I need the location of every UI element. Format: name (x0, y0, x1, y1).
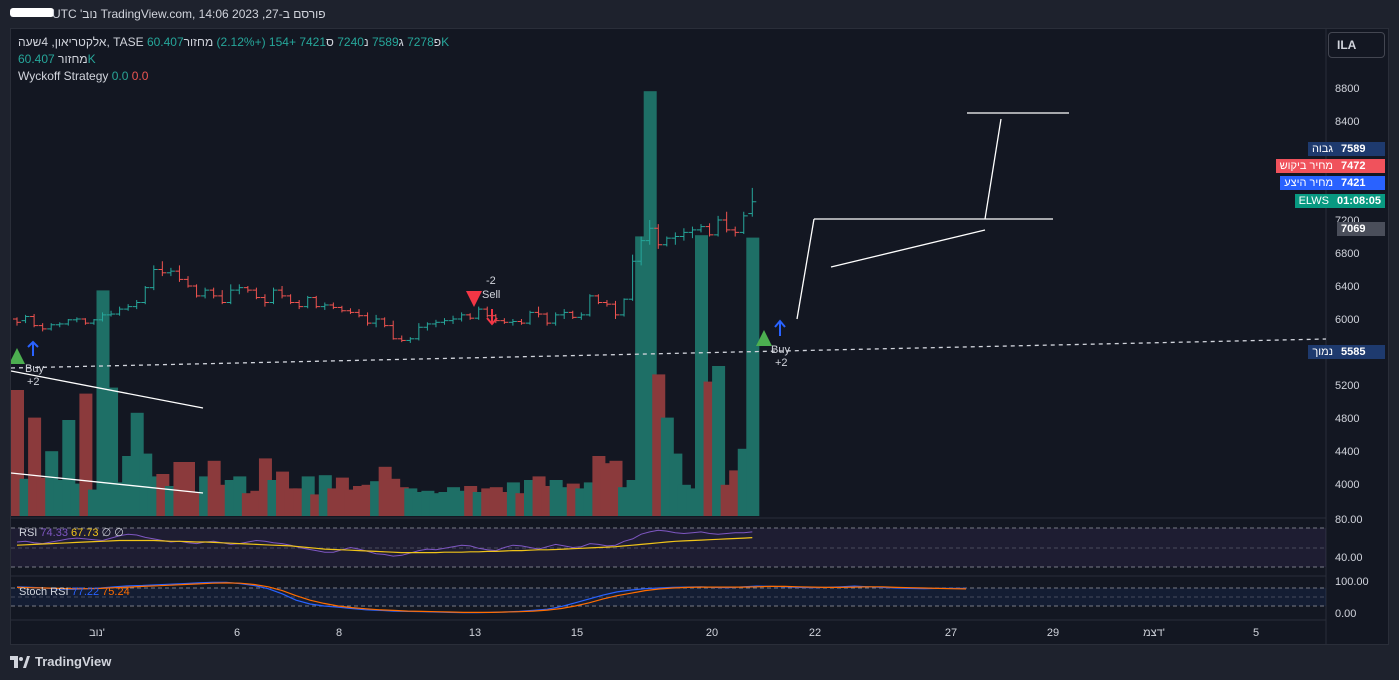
price-label-value: 7421 (1337, 176, 1385, 190)
time-axis-tick: 5 (1253, 627, 1259, 639)
time-axis-tick: 29 (1047, 627, 1059, 639)
rsi-line (16, 529, 753, 557)
high-label: ג (398, 35, 404, 49)
volume-value: 60.407K (18, 52, 96, 66)
buy-signal-2-qty: +2 (775, 357, 788, 369)
breakout-line-2 (984, 118, 1002, 220)
open-label: פ (433, 35, 442, 49)
time-axis-tick: 6 (234, 627, 240, 639)
rsi-axis-80: 80.00 (1335, 514, 1363, 526)
price-label: ELWS 01:08:05 (1294, 194, 1385, 208)
publish-caption: פורסם ב-TradingView.com, 14:06 2023 ,27 … (52, 7, 326, 21)
price-label: מחיר ביקוש 7472 (1275, 159, 1385, 173)
price-label-value: 7589 (1337, 142, 1385, 156)
brand-name: TradingView (35, 654, 112, 669)
change-value: +154 (+2.12%) (216, 35, 296, 49)
price-axis-tick: 4400 (1335, 446, 1359, 458)
buy-arrow-2-icon (774, 319, 786, 336)
price-label-name: מחיר היצע (1280, 176, 1337, 190)
price-label: גבוה 7589 (1307, 142, 1385, 156)
time-axis-tick: 15 (571, 627, 583, 639)
close-label: ס (326, 35, 334, 49)
vol-label: מחזור (183, 35, 214, 49)
rising-support-line (830, 229, 986, 268)
currency-button[interactable]: ILA (1328, 32, 1385, 58)
price-axis-tick: 8800 (1335, 83, 1359, 95)
buy-signal-1-triangle (11, 348, 25, 364)
price-axis-tick: 4800 (1335, 413, 1359, 425)
time-axis-tick: דצמ' (1143, 627, 1165, 639)
stoch-axis-100: 100.00 (1335, 576, 1369, 588)
price-label-value: 7472 (1337, 159, 1385, 173)
buy-arrow-1-icon (27, 340, 39, 356)
price-label-value: 01:08:05 (1332, 194, 1385, 208)
volume-bar (79, 393, 93, 516)
time-axis-tick: 20 (706, 627, 718, 639)
stoch-legend: Stoch RSI 77.22 75.24 (19, 586, 130, 598)
price-axis-tick: 6000 (1335, 314, 1359, 326)
strategy-name[interactable]: Wyckoff Strategy (18, 69, 109, 83)
sell-signal-triangle (466, 291, 482, 307)
chart-panel[interactable]: 8800840072006800640060005600520048004400… (10, 28, 1389, 645)
volume-bar (712, 366, 726, 516)
stoch-band (11, 588, 1326, 606)
strategy-value-1: 0.0 (111, 69, 129, 83)
high-value: 7589 (371, 35, 399, 49)
price-label: נמוך 5585 (1308, 345, 1385, 359)
price-label-value: 7069 (1337, 222, 1385, 236)
price-axis-tick: 5200 (1335, 380, 1359, 392)
symbol-title[interactable]: אלקטריאון, 4שעה, TASE (18, 35, 144, 49)
price-axis-tick: 8400 (1335, 116, 1359, 128)
close-value: 7421 (299, 35, 327, 49)
time-axis-tick: 13 (469, 627, 481, 639)
symbol-legend: אלקטריאון, 4שעה, TASE פ7278 ג7589 נ7240 … (18, 35, 449, 49)
price-label: 7069 (1337, 222, 1385, 236)
volume-trend-line (11, 472, 204, 494)
buy-signal-1-label: Buy (25, 363, 44, 375)
strategy-legend: Wyckoff Strategy 0.0 0.0 (18, 69, 148, 83)
rsi-ma-line (16, 537, 753, 554)
price-axis-tick: 6800 (1335, 248, 1359, 260)
price-label-name: מחיר ביקוש (1275, 159, 1337, 173)
price-axis-tick: 6400 (1335, 281, 1359, 293)
low-value: 7240 (337, 35, 364, 49)
price-axis-tick: 4000 (1335, 479, 1359, 491)
price-label-name: נמוך (1308, 345, 1337, 359)
buy-signal-2-triangle (756, 330, 772, 346)
price-label-name: גבוה (1307, 142, 1337, 156)
price-label: מחיר היצע 7421 (1280, 176, 1385, 190)
sell-signal-label: Sell (482, 289, 500, 301)
volume-bar (746, 237, 760, 516)
time-axis-tick: 27 (945, 627, 957, 639)
time-axis-tick: נוב' (89, 627, 105, 639)
price-chart-canvas[interactable]: 8800840072006800640060005600520048004400… (11, 29, 1389, 645)
top-bar: פורסם ב-TradingView.com, 14:06 2023 ,27 … (0, 0, 1399, 28)
tradingview-logo-icon (10, 655, 30, 668)
rsi-axis-40: 40.00 (1335, 552, 1363, 564)
stoch-axis-0: 0.00 (1335, 608, 1356, 620)
author-redaction (10, 8, 54, 17)
tradingview-logo[interactable]: TradingView (10, 654, 111, 669)
time-axis-tick: 8 (336, 627, 342, 639)
vol-value: 60.407K (146, 35, 450, 49)
buy-signal-1-qty: +2 (27, 376, 40, 388)
buy-signal-2-label: Buy (771, 344, 790, 356)
breakout-line-1 (796, 218, 815, 320)
sell-signal-qty: -2 (486, 275, 496, 287)
low-label: נ (363, 35, 369, 49)
support-dashed-line (11, 338, 1327, 369)
price-label-value: 5585 (1337, 345, 1385, 359)
trend-line-1 (11, 370, 204, 409)
open-value: 7278 (407, 35, 434, 49)
stoch-d-line (16, 582, 967, 613)
rsi-legend: RSI 74.33 67.73 ∅ ∅ (19, 527, 124, 539)
sell-arrow-icon (486, 309, 498, 326)
time-axis-tick: 22 (809, 627, 821, 639)
strategy-value-2: 0.0 (131, 69, 149, 83)
price-label-name: ELWS (1294, 194, 1333, 208)
volume-label[interactable]: מחזור (58, 52, 88, 66)
volume-legend: מחזור 60.407K (18, 52, 96, 66)
